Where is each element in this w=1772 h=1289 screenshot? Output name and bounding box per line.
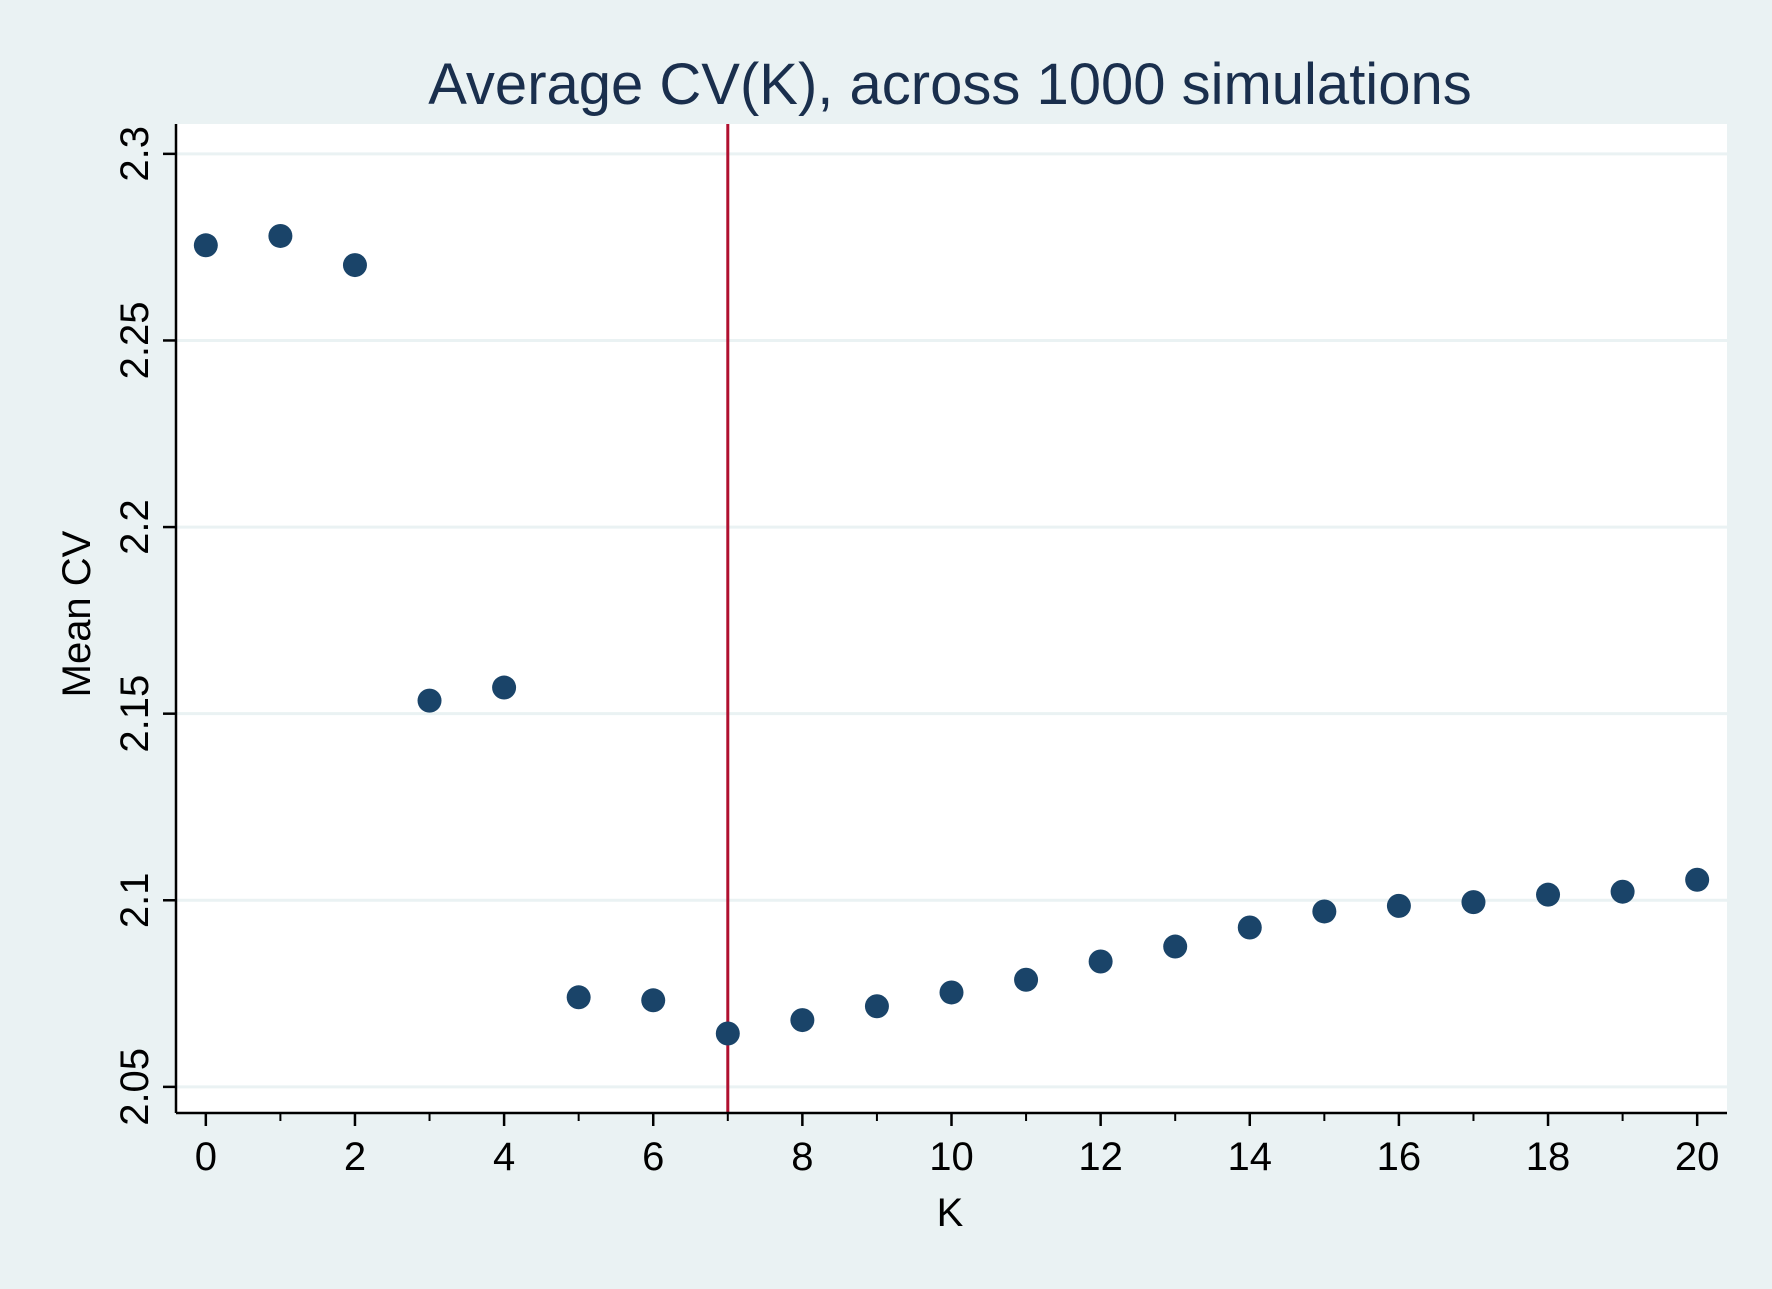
x-tick-label: 14 [1228,1135,1273,1179]
data-point [566,985,591,1010]
grid-lines [176,152,1727,1089]
x-tick-label: 8 [791,1135,813,1179]
x-tick-label: 18 [1526,1135,1571,1179]
x-tick-label: 10 [929,1135,974,1179]
data-point [939,980,964,1005]
data-points [193,223,1710,1046]
data-point [1461,890,1486,915]
data-point [342,253,367,278]
chart-title: Average CV(K), across 1000 simulations [428,52,1471,117]
y-tick-label: 2.1 [113,872,157,928]
data-point [641,988,666,1013]
data-point [1536,882,1561,907]
x-tick-label: 4 [493,1135,515,1179]
data-point [1163,934,1188,959]
data-point [790,1008,815,1033]
data-point [193,233,218,258]
data-point [1386,893,1411,918]
data-point [715,1021,740,1046]
x-tick-label: 0 [195,1135,217,1179]
x-tick-label: 16 [1377,1135,1422,1179]
y-tick-label: 2.3 [113,126,157,182]
x-tick-label: 12 [1078,1135,1123,1179]
x-axis-ticks: 0 2 4 6 8 10 12 14 16 18 20 [195,1113,1720,1179]
plot-area [176,124,1727,1113]
x-tick-label: 6 [642,1135,664,1179]
y-axis-ticks: 2.05 2.1 2.15 2.2 2.25 2.3 [113,126,176,1126]
data-point [1088,949,1113,974]
data-point [1610,879,1635,904]
data-point [1237,915,1262,940]
y-tick-label: 2.25 [113,302,157,380]
y-tick-label: 2.15 [113,675,157,753]
y-tick-label: 2.2 [113,499,157,555]
data-point [268,223,293,248]
data-point [1014,967,1039,992]
y-tick-label: 2.05 [113,1048,157,1126]
x-tick-label: 2 [344,1135,366,1179]
data-point [864,994,889,1019]
x-axis-label: K [937,1191,964,1235]
data-point [1685,867,1710,892]
x-tick-label: 20 [1675,1135,1720,1179]
data-point [417,688,442,713]
data-point [1312,899,1337,924]
y-axis-label: Mean CV [55,530,99,697]
data-point [492,675,517,700]
